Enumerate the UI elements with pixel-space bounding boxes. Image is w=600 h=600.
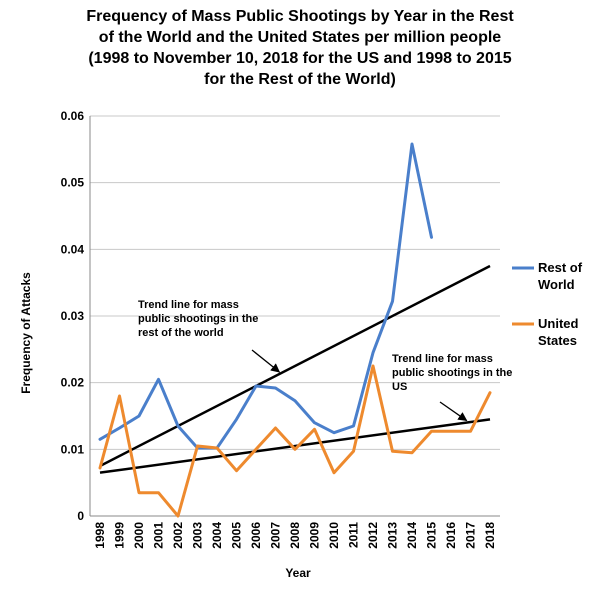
series-line-united-states — [98, 364, 492, 518]
y-tick-label: 0.04 — [61, 242, 85, 256]
trend-line — [99, 418, 491, 474]
x-tick-label: 1999 — [113, 522, 127, 549]
y-tick-labels: 0 0.01 0.02 0.03 0.04 0.05 0.06 — [61, 109, 85, 523]
annotations: Trend line for mass public shootings in t… — [138, 299, 512, 422]
annotation-arrow — [439, 401, 468, 422]
x-tick-label: 2018 — [483, 522, 497, 549]
x-tick-label: 2016 — [444, 522, 458, 549]
x-tick-label: 2017 — [464, 522, 478, 549]
x-tick-label: 2008 — [288, 522, 302, 549]
y-tick-label: 0.03 — [61, 309, 85, 323]
legend-label: Rest of — [538, 260, 583, 275]
chart-title-line-4: for the Rest of the World) — [204, 71, 396, 88]
x-tick-label: 2004 — [210, 522, 224, 549]
gridlines — [89, 115, 500, 517]
annotation-text: US — [392, 381, 407, 393]
annotation-text: rest of the world — [138, 327, 224, 339]
x-tick-label: 1998 — [93, 522, 107, 549]
y-tick-label: 0.02 — [61, 376, 85, 390]
y-tick-label: 0.01 — [61, 442, 85, 456]
data-series — [98, 142, 492, 518]
legend-label: States — [538, 333, 577, 348]
x-tick-labels: 1998 1999 2000 2001 2002 2003 2004 2005 2006 2007… — [93, 522, 497, 549]
x-tick-label: 2013 — [386, 522, 400, 549]
chart-title-line-2: of the World and the United States per m… — [98, 29, 502, 46]
annotation-text: Trend line for mass — [392, 353, 493, 365]
x-tick-label: 2011 — [347, 522, 361, 548]
legend-label: United — [538, 316, 579, 331]
x-axis-label: Year — [285, 566, 311, 580]
trend-line — [99, 264, 491, 468]
y-tick-label: 0.05 — [61, 176, 85, 190]
chart-title: Frequency of Mass Public Shootings by Ye… — [10, 6, 590, 90]
x-tick-label: 2001 — [152, 522, 166, 549]
annotation-text: Trend line for mass — [138, 299, 239, 311]
annotation-text: public shootings in the — [392, 367, 512, 379]
legend-label: World — [538, 277, 575, 292]
x-tick-label: 2005 — [230, 522, 244, 549]
x-tick-label: 2010 — [327, 522, 341, 549]
annotation-arrow — [251, 349, 281, 373]
x-tick-label: 2015 — [425, 522, 439, 549]
legend: Rest of World United States — [512, 260, 583, 348]
chart-title-line-3: (1998 to November 10, 2018 for the US an… — [88, 50, 512, 67]
annotation-text: public shootings in the — [138, 313, 258, 325]
x-tick-label: 2003 — [191, 522, 205, 549]
y-axis-label: Frequency of Attacks — [19, 272, 33, 394]
x-tick-label: 2000 — [132, 522, 146, 549]
y-tick-label: 0 — [77, 509, 84, 523]
chart-title-line-1: Frequency of Mass Public Shootings by Ye… — [86, 8, 514, 25]
x-tick-label: 2006 — [249, 522, 263, 549]
series-line-rest-of-world — [98, 142, 433, 450]
y-tick-label: 0.06 — [61, 109, 85, 123]
x-tick-label: 2002 — [171, 522, 185, 549]
x-tick-label: 2007 — [269, 522, 283, 549]
x-tick-label: 2014 — [405, 522, 419, 549]
x-tick-label: 2012 — [366, 522, 380, 549]
x-tick-label: 2009 — [308, 522, 322, 549]
trend-lines — [99, 264, 491, 474]
